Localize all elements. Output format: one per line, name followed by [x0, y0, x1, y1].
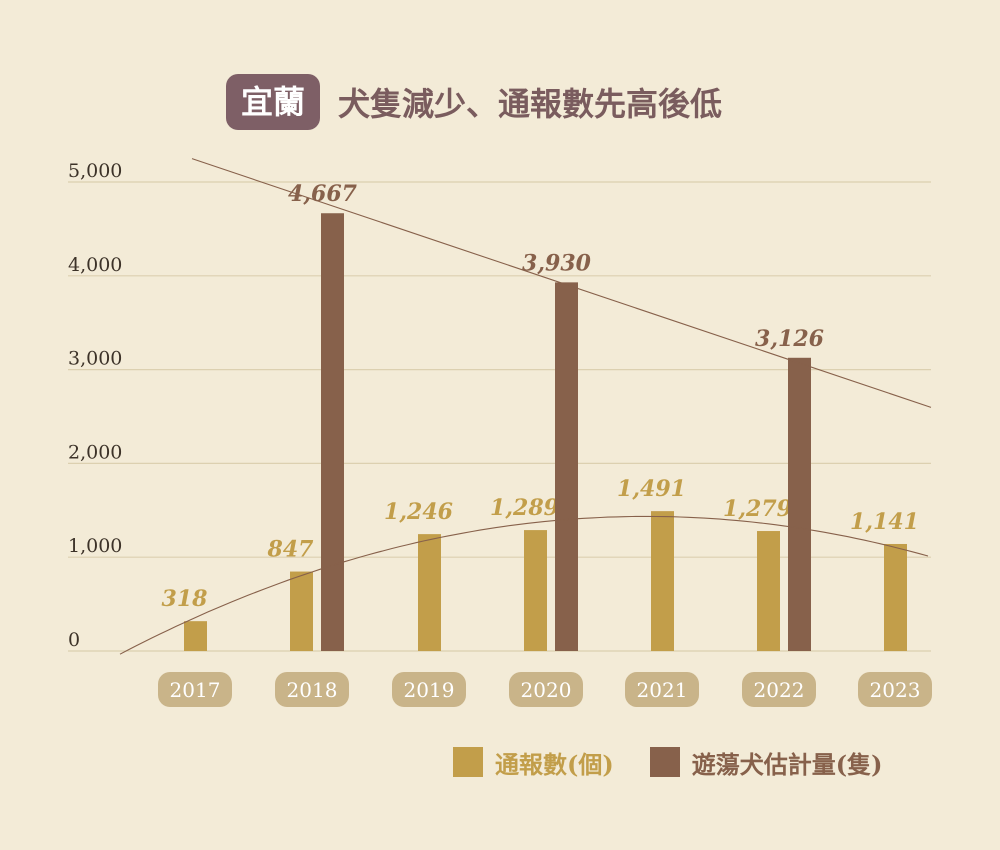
bar-reports-2021: [651, 511, 674, 651]
x-tick-pill-2018: [275, 672, 349, 707]
x-tick-label-2020: 2020: [521, 678, 572, 702]
x-tick-label-2019: 2019: [404, 678, 455, 702]
x-tick-label-2022: 2022: [754, 678, 805, 702]
legend-label-reports: 通報數(個): [495, 749, 614, 779]
x-tick-label-2017: 2017: [170, 678, 221, 702]
data-label-reports-2017: 318: [162, 586, 208, 612]
x-tick-label-2021: 2021: [637, 678, 688, 702]
x-tick-pill-2021: [625, 672, 699, 707]
trendline-reports: [119, 515, 929, 655]
chart-title: 犬隻減少、通報數先高後低: [338, 85, 723, 123]
chart-header: 宜蘭 犬隻減少、通報數先高後低: [226, 74, 722, 130]
data-label-reports-2022: 1,279: [723, 496, 792, 522]
data-label-reports-2018: 847: [267, 537, 315, 563]
bar-stray-dogs-2020: [555, 282, 578, 651]
data-label-reports-2021: 1,491: [617, 476, 686, 502]
x-tick-label-2023: 2023: [870, 678, 921, 702]
bar-reports-2018: [290, 571, 313, 651]
legend-swatch-stray-dogs: [649, 747, 680, 777]
legend: 通報數(個) 遊蕩犬估計量(隻): [453, 745, 882, 779]
x-tick-pill-2022: [742, 672, 816, 707]
region-badge: 宜蘭: [226, 74, 321, 130]
trendline-stray-dogs: [191, 158, 932, 408]
x-tick-pill-2017: [158, 672, 232, 707]
y-tick-label-5-000: 5,000: [68, 160, 122, 182]
data-label-reports-2023: 1,141: [850, 509, 919, 535]
legend-item-reports: 通報數(個): [453, 745, 614, 780]
x-tick-pill-2019: [392, 672, 466, 707]
x-tick-pill-2020: [509, 672, 583, 707]
x-tick-label-2018: 2018: [287, 678, 338, 702]
bar-reports-2019: [418, 534, 441, 651]
bar-reports-2023: [884, 543, 907, 651]
bar-stray-dogs-2022: [788, 357, 811, 651]
x-tick-pill-2023: [858, 672, 932, 707]
bar-reports-2022: [757, 531, 780, 651]
bar-stray-dogs-2018: [321, 213, 344, 651]
legend-label-stray-dogs: 遊蕩犬估計量(隻): [691, 749, 883, 779]
y-tick-label-1-000: 1,000: [68, 535, 122, 557]
legend-item-stray-dogs: 遊蕩犬估計量(隻): [649, 745, 883, 780]
bar-reports-2020: [524, 530, 547, 651]
y-tick-label-2-000: 2,000: [68, 441, 122, 463]
y-tick-label-3-000: 3,000: [68, 348, 122, 370]
bar-reports-2017: [184, 621, 207, 651]
y-tick-label-0: 0: [68, 629, 80, 651]
data-label-stray-dogs-2022: 3,126: [755, 326, 824, 352]
data-label-reports-2020: 1,289: [490, 495, 559, 521]
data-label-reports-2019: 1,246: [384, 499, 453, 525]
legend-swatch-reports: [453, 747, 483, 777]
data-label-stray-dogs-2020: 3,930: [522, 250, 592, 276]
y-tick-label-4-000: 4,000: [68, 254, 122, 276]
